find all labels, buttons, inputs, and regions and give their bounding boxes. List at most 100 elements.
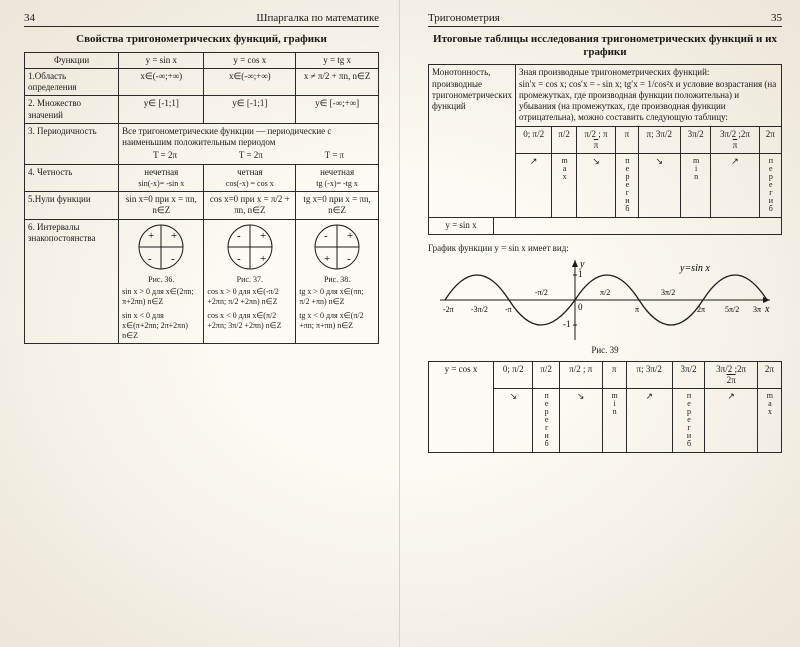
- svg-text:π: π: [635, 305, 639, 314]
- svg-text:-: -: [237, 253, 241, 265]
- page-left: 34 Шпаргалка по математике Свойства триг…: [0, 0, 400, 647]
- r6-sin-pos: sin x > 0 для x∈(2πn; π+2πn) n∈Z: [122, 287, 200, 307]
- cos-state-6: ↗: [705, 389, 757, 453]
- th-cos: y = cos x: [204, 52, 296, 68]
- r3-text: Все тригонометрические функции — периоди…: [119, 123, 379, 164]
- sign-circle-cos: +--+: [225, 222, 275, 272]
- svg-text:-: -: [171, 253, 175, 265]
- r4-sin: нечетнаяsin(-x)= -sin x: [119, 164, 204, 192]
- sign-circle-sin: ++--: [136, 222, 186, 272]
- cos-col-6: 3π/2 ;2π2π: [705, 361, 757, 389]
- r3-Ttg: T = π: [325, 150, 344, 161]
- svg-text:2π: 2π: [697, 305, 705, 314]
- cos-row-label: y = cos x: [429, 361, 494, 453]
- svg-text:+: +: [324, 253, 330, 265]
- cos-state-5: перегиб: [672, 389, 705, 453]
- cos-col-2: π/2 ; π: [559, 361, 602, 389]
- svg-text:+: +: [148, 230, 154, 242]
- r6-cos-neg: cos x < 0 для x∈(π/2 +2πn; 3π/2 +2πn) n∈…: [207, 311, 292, 331]
- th-sin: y = sin x: [119, 52, 204, 68]
- r4-tg: нечетнаяtg (-x)= -tg x: [296, 164, 379, 192]
- r2-label: 2. Множество значений: [25, 96, 119, 124]
- svg-text:-: -: [347, 253, 351, 265]
- svg-text:0: 0: [578, 302, 583, 312]
- sin-state-4: ↘: [638, 154, 680, 218]
- r5-label: 5.Нули функции: [25, 192, 119, 220]
- title-left: Свойства тригонометрических функций, гра…: [24, 33, 379, 46]
- sin-state-2: ↘: [576, 154, 616, 218]
- svg-text:+: +: [347, 230, 353, 242]
- deriv-text: Зная производные тригонометрических функ…: [515, 65, 781, 126]
- arrow-up-icon: ↗: [727, 391, 735, 401]
- sin-col-0: 0; π/2: [515, 126, 551, 154]
- graph-caption: График функции y = sin x имеет вид:: [428, 243, 782, 253]
- svg-text:+: +: [260, 253, 266, 265]
- header-left: 34 Шпаргалка по математике: [24, 12, 379, 27]
- sin-state-5: min: [681, 154, 711, 218]
- cos-state-3: min: [602, 389, 626, 453]
- sin-col-6: 3π/2 ;2ππ: [711, 126, 759, 154]
- r1-sin: x∈(-∞;+∞): [119, 68, 204, 96]
- sin-state-3: перегиб: [616, 154, 638, 218]
- deriv-table: Монотонность, производные тригонометриче…: [428, 64, 782, 218]
- svg-text:1: 1: [578, 269, 583, 279]
- r3-text-body: Все тригонометрические функции — периоди…: [122, 126, 331, 147]
- r4-cos: четнаяcos(-x) = cos x: [204, 164, 296, 192]
- cos-col-3: π: [602, 361, 626, 389]
- svg-text:+: +: [171, 230, 177, 242]
- sin-col-5: 3π/2: [681, 126, 711, 154]
- r6-tg-cap: Рис. 38.: [299, 275, 375, 285]
- r6-tg: + - + - Рис. 38. tg x > 0 для x∈(πn; π/2 +π…: [296, 219, 379, 343]
- sine-graph: y x y=sin x 0 1 -1 -2π -3π/2 -π -π/2 π/2…: [435, 255, 775, 345]
- sin-col-1: π/2: [552, 126, 576, 154]
- cos-state-4: ↗: [626, 389, 672, 453]
- r2-sin: y∈ [-1;1]: [119, 96, 204, 124]
- sign-circle-tg: + - + -: [312, 222, 362, 272]
- r5-sin: sin x=0 при x = πn, n∈Z: [119, 192, 204, 220]
- sin-col-3: π: [616, 126, 638, 154]
- cos-col-7: 2π: [757, 361, 781, 389]
- r6-cos-cap: Рис. 37.: [207, 275, 292, 285]
- cos-col-5: 3π/2: [672, 361, 705, 389]
- side-label: Монотонность, производные тригонометриче…: [429, 65, 516, 218]
- r2-cos: y∈ [-1;1]: [204, 96, 296, 124]
- r6-label: 6. Интервалы знакопостоянства: [25, 219, 119, 343]
- sin-col-4: π; 3π/2: [638, 126, 680, 154]
- r1-label: 1.Область определения: [25, 68, 119, 96]
- r6-tg-pos: tg x > 0 для x∈(πn; π/2 +πn) n∈Z: [299, 287, 375, 307]
- arrow-up-icon: ↗: [530, 156, 538, 166]
- r4-label: 4. Четность: [25, 164, 119, 192]
- r5-tg: tg x=0 при x = πn, n∈Z: [296, 192, 379, 220]
- r6-cos-pos: cos x > 0 для x∈(-π/2 +2πn; π/2 +2πn) n∈…: [207, 287, 292, 307]
- header-right: Тригонометрия 35: [428, 12, 782, 27]
- arrow-down-icon: ↘: [577, 391, 585, 401]
- th-tg: y = tg x: [296, 52, 379, 68]
- svg-text:-: -: [324, 230, 328, 242]
- sin-col-2: π/2 ; ππ: [576, 126, 616, 154]
- svg-text:3π/2: 3π/2: [661, 288, 675, 297]
- arrow-up-icon: ↗: [645, 391, 653, 401]
- r1-tg: x ≠ π/2 + πn, n∈Z: [296, 68, 379, 96]
- svg-text:-π: -π: [505, 305, 512, 314]
- svg-text:-1: -1: [563, 319, 571, 329]
- arrow-down-icon: ↘: [656, 156, 664, 166]
- r6-sin-cap: Рис. 36.: [122, 275, 200, 285]
- page-right: Тригонометрия 35 Итоговые таблицы исслед…: [400, 0, 800, 647]
- svg-text:+: +: [260, 230, 266, 242]
- cos-state-2: ↘: [559, 389, 602, 453]
- title-right: Итоговые таблицы исследования тригономет…: [428, 33, 782, 58]
- page-number-right: 35: [771, 12, 782, 24]
- sin-state-0: ↗: [515, 154, 551, 218]
- r5-cos: cos x=0 при x = π/2 + πn, n∈Z: [204, 192, 296, 220]
- deriv-text-b: sin′x = cos x; cos′x = - sin x; tg′x = 1…: [519, 79, 776, 123]
- graph-fig: Рис. 39: [428, 345, 782, 355]
- r6-sin: ++-- Рис. 36. sin x > 0 для x∈(2πn; π+2π…: [119, 219, 204, 343]
- svg-text:-π/2: -π/2: [535, 288, 548, 297]
- sin-col-7: 2π: [759, 126, 781, 154]
- r2-tg: y∈ [-∞;+∞]: [296, 96, 379, 124]
- running-head-right: Тригонометрия: [428, 12, 500, 24]
- svg-text:-2π: -2π: [443, 305, 454, 314]
- r3-Tcos: T = 2π: [239, 150, 263, 161]
- deriv-text-a: Зная производные тригонометрических функ…: [519, 67, 709, 77]
- sin-state-1: max: [552, 154, 576, 218]
